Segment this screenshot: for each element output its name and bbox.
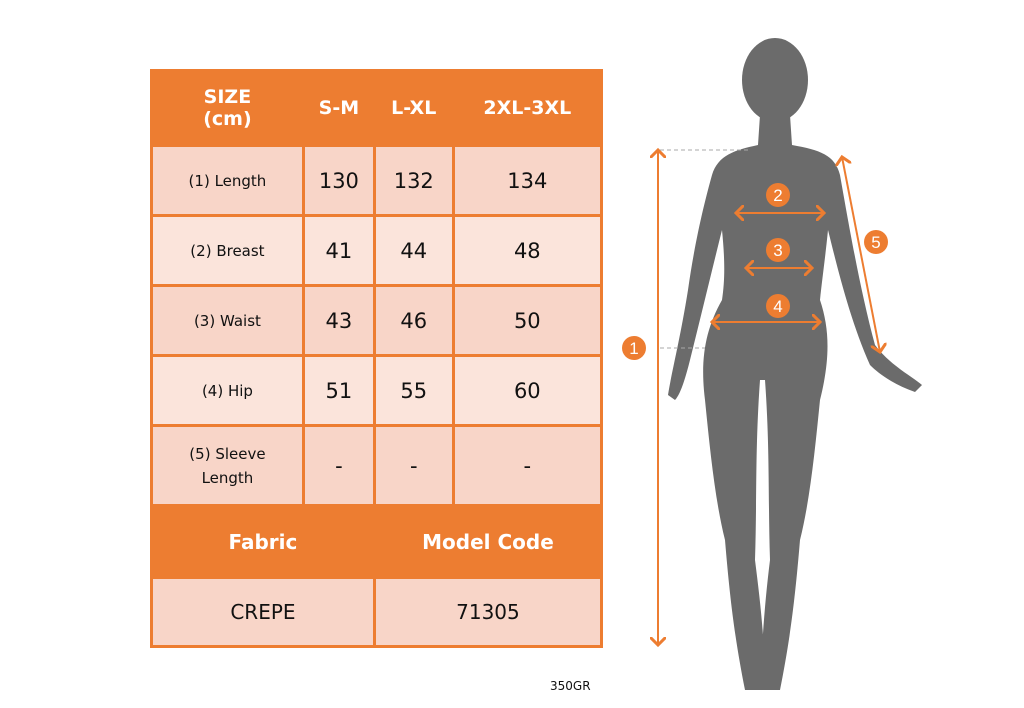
cell: 130 xyxy=(301,144,376,217)
cell: 48 xyxy=(451,214,604,287)
marker-1: 1 xyxy=(622,336,646,360)
cell: 44 xyxy=(372,214,455,287)
table-header-row: SIZE (cm) S-M L-XL 2XL-3XL xyxy=(150,69,604,147)
silhouette xyxy=(668,38,922,690)
cell: 60 xyxy=(451,354,604,427)
row-label: (5) Sleeve Length xyxy=(150,424,305,507)
cell: - xyxy=(451,424,604,507)
svg-text:4: 4 xyxy=(773,297,782,316)
marker-3: 3 xyxy=(766,238,790,262)
cell: 134 xyxy=(451,144,604,217)
fabric-value-row: CREPE 71305 xyxy=(150,576,604,648)
cell: 132 xyxy=(372,144,455,217)
svg-text:5: 5 xyxy=(871,233,880,252)
fabric-header-row: Fabric Model Code xyxy=(150,504,604,579)
header-2xl-3xl: 2XL-3XL xyxy=(451,69,604,147)
model-code-value: 71305 xyxy=(372,576,604,648)
svg-text:3: 3 xyxy=(773,241,782,260)
cell: - xyxy=(301,424,376,507)
size-chart-table: SIZE (cm) S-M L-XL 2XL-3XL (1) Length 13… xyxy=(150,69,604,648)
fabric-value: CREPE xyxy=(150,576,376,648)
cell: 43 xyxy=(301,284,376,357)
table-row: (4) Hip 51 55 60 xyxy=(150,354,604,427)
fabric-label: Fabric xyxy=(150,504,376,579)
cell: - xyxy=(372,424,455,507)
cell: 50 xyxy=(451,284,604,357)
header-size-cm: SIZE (cm) xyxy=(150,69,305,147)
cell: 51 xyxy=(301,354,376,427)
svg-text:1: 1 xyxy=(629,339,638,358)
cell: 46 xyxy=(372,284,455,357)
marker-5: 5 xyxy=(864,230,888,254)
table-row: (1) Length 130 132 134 xyxy=(150,144,604,217)
header-text: SIZE (cm) xyxy=(203,86,252,130)
marker-2: 2 xyxy=(766,183,790,207)
row-label: (3) Waist xyxy=(150,284,305,357)
svg-text:2: 2 xyxy=(773,186,782,205)
sleeve-arrow xyxy=(842,157,880,352)
cell: 55 xyxy=(372,354,455,427)
table-row: (3) Waist 43 46 50 xyxy=(150,284,604,357)
model-code-label: Model Code xyxy=(372,504,604,579)
cell: 41 xyxy=(301,214,376,287)
row-label: (4) Hip xyxy=(150,354,305,427)
marker-4: 4 xyxy=(766,294,790,318)
row-label-text: (5) Sleeve Length xyxy=(189,444,266,487)
weight-label: 350GR xyxy=(550,679,591,693)
body-measurement-figure: 1 2 3 4 5 xyxy=(622,38,922,690)
table-row: (5) Sleeve Length - - - xyxy=(150,424,604,507)
header-l-xl: L-XL xyxy=(372,69,455,147)
table-row: (2) Breast 41 44 48 xyxy=(150,214,604,287)
row-label: (2) Breast xyxy=(150,214,305,287)
header-s-m: S-M xyxy=(301,69,376,147)
row-label: (1) Length xyxy=(150,144,305,217)
